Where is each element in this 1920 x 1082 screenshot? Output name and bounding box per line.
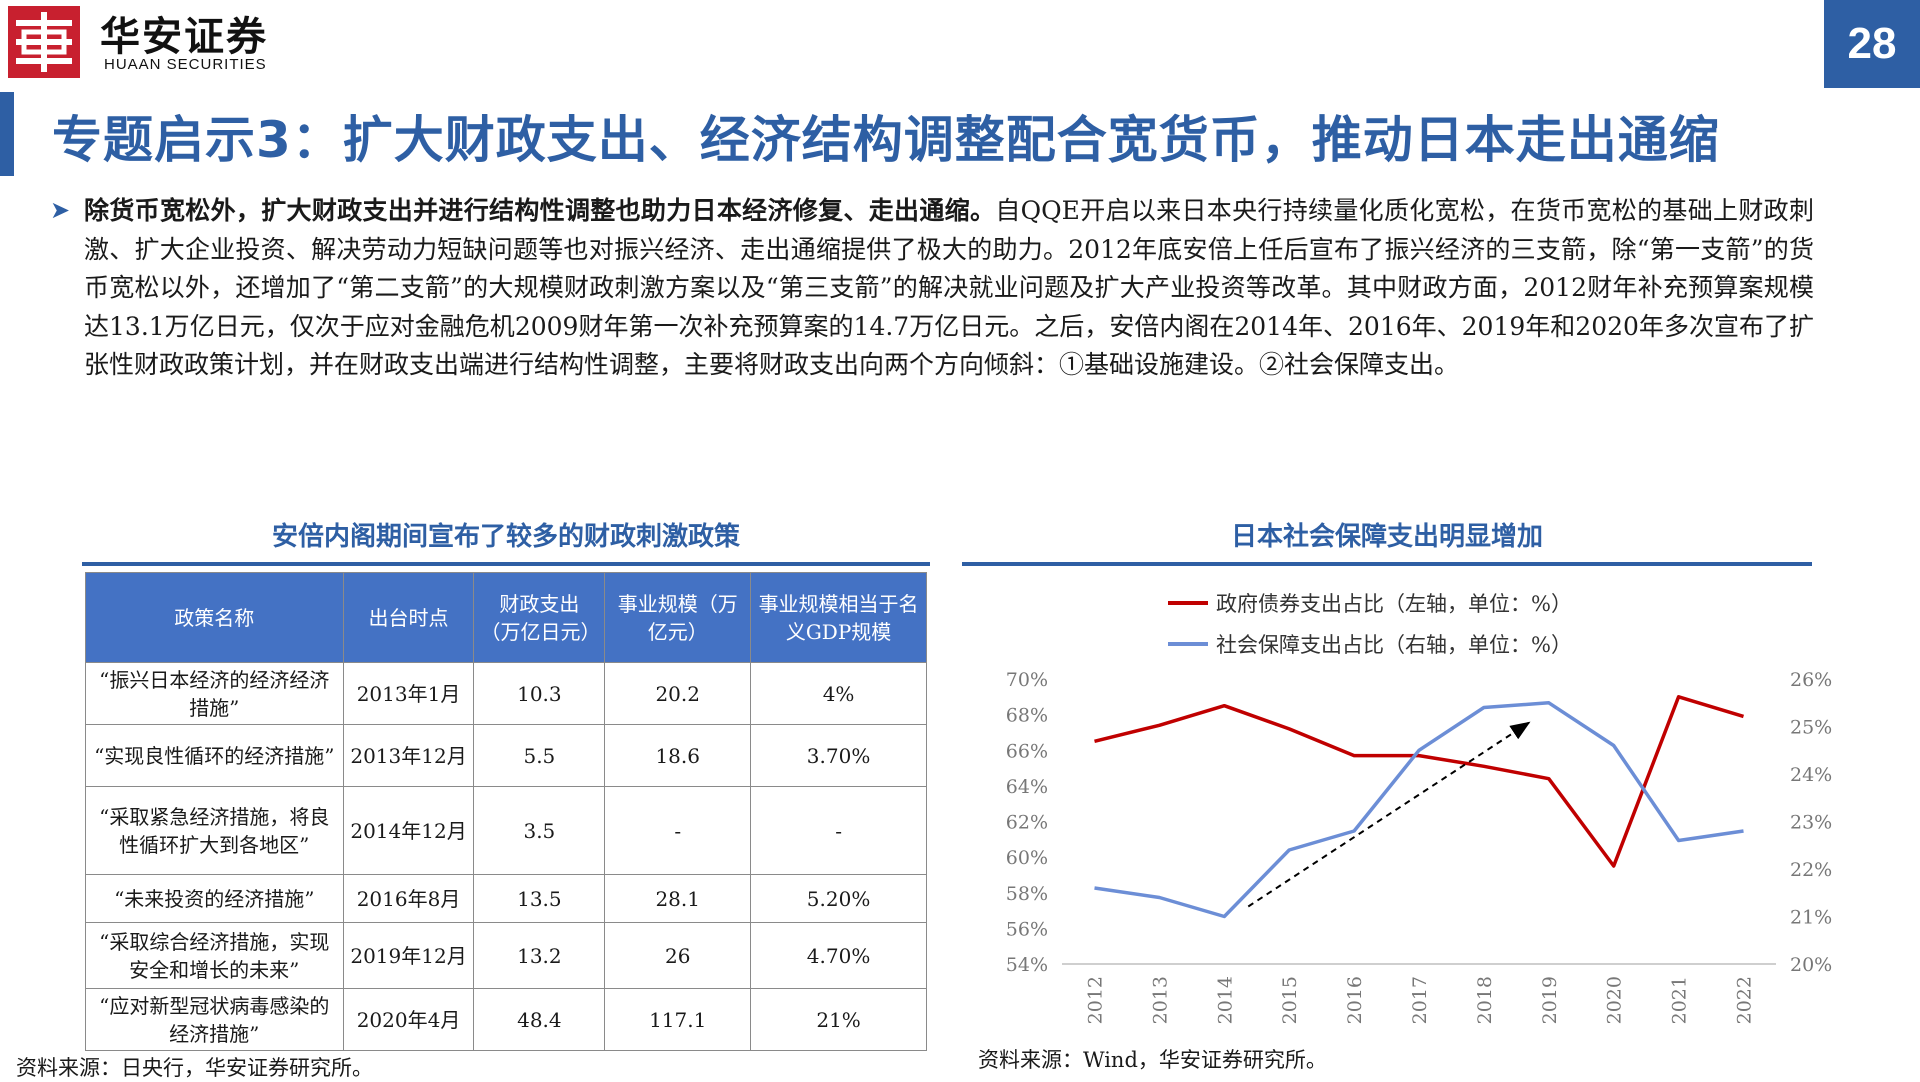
- fiscal-spending: 13.2: [473, 922, 606, 989]
- project-scale: 117.1: [604, 988, 752, 1051]
- fiscal-spending: 10.3: [473, 662, 606, 725]
- y-left-tick-label: 54%: [1006, 954, 1048, 976]
- project-scale: 20.2: [604, 662, 752, 725]
- y-left-tick-label: 70%: [1006, 669, 1048, 691]
- table-row: “未来投资的经济措施” 2016年8月 13.5 28.1 5.20%: [85, 874, 927, 923]
- chart-source-note: 资料来源：Wind，华安证券研究所。: [978, 1048, 1327, 1072]
- summary-paragraph: 除货币宽松外，扩大财政支出并进行结构性调整也助力日本经济修复、走出通缩。自QQE…: [84, 192, 1814, 385]
- y-left-tick-label: 68%: [1006, 705, 1048, 727]
- table-section-title: 安倍内阁期间宣布了较多的财政刺激政策: [271, 522, 740, 552]
- bullet-arrow-icon: ➤: [50, 196, 71, 224]
- y-left-tick-label: 66%: [1006, 740, 1048, 762]
- y-left-tick-label: 58%: [1006, 883, 1048, 905]
- x-tick-label: 2021: [1669, 976, 1691, 1024]
- x-tick-label: 2017: [1409, 976, 1431, 1024]
- table-row: “采取综合经济措施，实现安全和增长的未来” 2019年12月 13.2 26 4…: [85, 922, 927, 989]
- brand-name-en: HUAAN SECURITIES: [104, 56, 267, 73]
- header-fiscal-spending: 财政支出（万亿日元）: [473, 572, 606, 663]
- chart-legend: 政府债券支出占比（左轴，单位：%） 社会保障支出占比（右轴，单位：%）: [1168, 592, 1572, 657]
- chart-section-title: 日本社会保障支出明显增加: [1230, 522, 1543, 552]
- policy-name: “采取紧急经济措施，将良性循环扩大到各地区”: [85, 786, 344, 875]
- table-row: “振兴日本经济的经济经济措施” 2013年1月 10.3 20.2 4%: [85, 662, 927, 725]
- x-tick-label: 2012: [1084, 976, 1106, 1024]
- y-right-tick-label: 20%: [1790, 954, 1832, 976]
- y-right-tick-label: 23%: [1790, 812, 1832, 834]
- project-scale: 28.1: [604, 874, 752, 923]
- page-number: 28: [1824, 0, 1920, 88]
- policy-name: “应对新型冠状病毒感染的经济措施”: [85, 988, 344, 1051]
- x-tick-label: 2016: [1344, 976, 1366, 1024]
- y-left-tick-label: 62%: [1006, 812, 1048, 834]
- x-tick-label: 2020: [1604, 976, 1626, 1024]
- x-tick-label: 2022: [1734, 976, 1756, 1024]
- legend-label-gov-bond: 政府债券支出占比（左轴，单位：%）: [1216, 592, 1572, 616]
- fiscal-spending: 13.5: [473, 874, 606, 923]
- gov-bond-series-line: [1094, 695, 1745, 868]
- y-right-tick-label: 24%: [1790, 764, 1832, 786]
- social-security-series-line: [1094, 701, 1744, 919]
- y-right-tick-label: 25%: [1790, 717, 1832, 739]
- x-tick-label: 2018: [1474, 976, 1496, 1024]
- summary-lead: 除货币宽松外，扩大财政支出并进行结构性调整也助力日本经济修复、走出通缩。: [84, 196, 996, 225]
- header-gdp-ratio: 事业规模相当于名义GDP规模: [750, 572, 927, 663]
- trend-arrow-annotation: [1247, 721, 1531, 908]
- y-left-tick-label: 56%: [1006, 918, 1048, 940]
- policy-date: 2014年12月: [342, 786, 475, 875]
- y-left-tick-label: 60%: [1006, 847, 1048, 869]
- policy-name: “采取综合经济措施，实现安全和增长的未来”: [85, 922, 344, 989]
- table-header-row: 政策名称 出台时点 财政支出（万亿日元） 事业规模（万亿元） 事业规模相当于名义…: [85, 572, 927, 663]
- table-row: “应对新型冠状病毒感染的经济措施” 2020年4月 48.4 117.1 21%: [85, 988, 927, 1051]
- gdp-ratio: -: [750, 786, 927, 875]
- header-project-scale: 事业规模（万亿元）: [604, 572, 752, 663]
- chart-section-rule: [962, 562, 1812, 566]
- summary-text: 自QQE开启以来日本央行持续量化质化宽松，在货币宽松的基础上财政刺激、扩大企业投…: [84, 196, 1814, 379]
- policy-name: “实现良性循环的经济措施”: [85, 724, 344, 787]
- policy-date: 2016年8月: [342, 874, 475, 923]
- policy-name: “振兴日本经济的经济经济措施”: [85, 662, 344, 725]
- policy-date: 2020年4月: [342, 988, 475, 1051]
- project-scale: -: [604, 786, 752, 875]
- y-right-tick-label: 22%: [1790, 859, 1832, 881]
- table-section-rule: [82, 562, 930, 566]
- policy-name: “未来投资的经济措施”: [85, 874, 344, 923]
- fiscal-spending: 3.5: [473, 786, 606, 875]
- x-tick-label: 2019: [1539, 976, 1561, 1024]
- y-right-tick-label: 26%: [1790, 669, 1832, 691]
- x-tick-label: 2013: [1149, 976, 1171, 1024]
- policy-date: 2019年12月: [342, 922, 475, 989]
- gdp-ratio: 3.70%: [750, 724, 927, 787]
- table-row: “采取紧急经济措施，将良性循环扩大到各地区” 2014年12月 3.5 - -: [85, 786, 927, 875]
- policy-date: 2013年1月: [342, 662, 475, 725]
- gdp-ratio: 4.70%: [750, 922, 927, 989]
- gdp-ratio: 4%: [750, 662, 927, 725]
- fiscal-spending: 48.4: [473, 988, 606, 1051]
- title-accent-bar: [0, 92, 14, 176]
- header-date: 出台时点: [342, 572, 475, 663]
- table-row: “实现良性循环的经济措施” 2013年12月 5.5 18.6 3.70%: [85, 724, 927, 787]
- brand-name: 华安证券: [100, 14, 268, 60]
- huaan-logo-icon: [8, 6, 80, 78]
- y-left-tick-label: 64%: [1006, 776, 1048, 798]
- fiscal-spending: 5.5: [473, 724, 606, 787]
- gdp-ratio: 5.20%: [750, 874, 927, 923]
- slide-title: 专题启示3：扩大财政支出、经济结构调整配合宽货币，推动日本走出通缩: [52, 111, 1720, 169]
- x-tick-label: 2014: [1214, 976, 1236, 1024]
- policy-table: 政策名称 出台时点 财政支出（万亿日元） 事业规模（万亿元） 事业规模相当于名义…: [85, 572, 927, 1051]
- gdp-ratio: 21%: [750, 988, 927, 1051]
- social-security-chart: 政府债券支出占比（左轴，单位：%） 社会保障支出占比（右轴，单位：%） 54% 5…: [1006, 592, 1832, 1024]
- legend-label-social-security: 社会保障支出占比（右轴，单位：%）: [1216, 633, 1572, 657]
- y-right-tick-label: 21%: [1790, 907, 1832, 929]
- project-scale: 26: [604, 922, 752, 989]
- project-scale: 18.6: [604, 724, 752, 787]
- header-policy-name: 政策名称: [85, 572, 344, 663]
- table-source-note: 资料来源：日央行，华安证券研究所。: [16, 1056, 373, 1080]
- x-tick-label: 2015: [1279, 976, 1301, 1024]
- policy-date: 2013年12月: [342, 724, 475, 787]
